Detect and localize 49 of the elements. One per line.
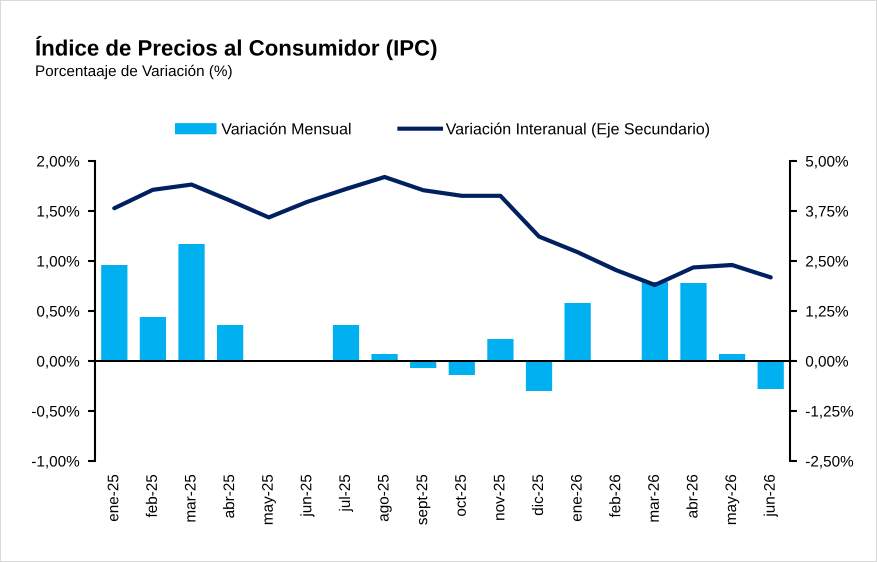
bar (680, 283, 707, 361)
y-tick-label: 1,50% (38, 206, 80, 218)
y-tick-label: -0,50% (32, 406, 80, 418)
y2-tick-label: 5,00% (806, 156, 848, 168)
chart-subtitle: Porcentaaje de Variación (%) (36, 64, 232, 80)
x-tick-label: feb-26 (609, 474, 620, 518)
x-tick-label: oct-25 (455, 474, 466, 516)
chart-title: Índice de Precios al Consumidor (IPC) (36, 36, 436, 60)
x-tick-label: feb-25 (146, 474, 158, 518)
y-tick-label: -1,00% (32, 456, 80, 468)
y-tick-label: 2,00% (37, 156, 80, 168)
y2-tick-label: -2,50% (806, 456, 854, 468)
line-series (112, 174, 773, 288)
x-tick-label: jun-26 (764, 474, 778, 518)
x-tick-label: may-26 (725, 474, 740, 524)
bar (101, 265, 128, 361)
bar (140, 317, 166, 361)
y-tick-label: 0,50% (37, 306, 80, 318)
y2-tick-label: 0,00% (806, 356, 848, 368)
bar (178, 244, 205, 361)
x-tick-label: jun-25 (300, 474, 314, 518)
x-tick-label: dic-25 (532, 474, 544, 516)
x-tick-label: ene-26 (570, 474, 582, 522)
bar (642, 282, 668, 361)
y2-tick-label: 3,75% (806, 206, 848, 218)
bar (448, 361, 475, 375)
x-tick-label: abr-25 (223, 474, 234, 518)
x-tick-label: sept-25 (416, 474, 430, 525)
bar (526, 361, 552, 391)
x-tick-label: nov-25 (494, 474, 505, 520)
bar (217, 325, 244, 361)
bar (758, 361, 784, 389)
y-tick-label: 0,00% (37, 356, 80, 368)
x-tick-label: ene-25 (108, 474, 118, 522)
x-tick-label: may-25 (262, 474, 276, 524)
x-tick-label: mar-26 (648, 474, 659, 522)
legend-label: Variación Mensual (221, 122, 350, 134)
y2-tick-label: 2,50% (806, 256, 848, 268)
x-tick-label: ago-25 (378, 474, 392, 522)
x-tick-label: mar-25 (184, 474, 196, 522)
y2-tick-label: 1,25% (806, 306, 848, 318)
y2-tick-label: -1,25% (806, 406, 854, 418)
bar (332, 325, 360, 361)
bar (564, 303, 591, 361)
bar (487, 339, 514, 361)
x-tick-label: abr-26 (686, 474, 698, 518)
x-tick-label: jul-25 (338, 474, 354, 512)
legend-label: Variación Interanual (Eje Secundario) (446, 122, 710, 138)
y-tick-label: 1,00% (38, 256, 80, 268)
